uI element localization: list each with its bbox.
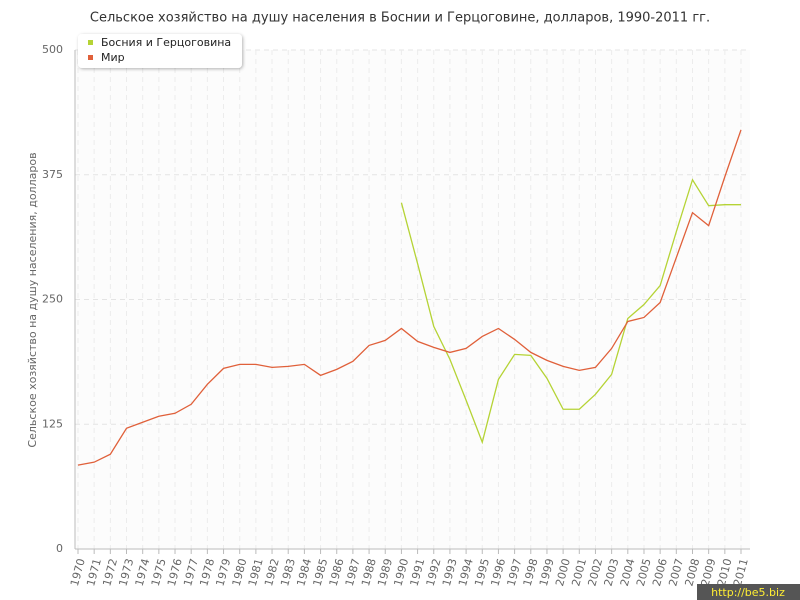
series-line [400, 178, 741, 445]
series-line [77, 129, 742, 466]
lines [77, 129, 742, 466]
y-tick-label: 125 [42, 417, 63, 430]
y-tick-label: 375 [42, 168, 63, 181]
chart-title: Сельское хозяйство на душу населения в Б… [90, 11, 710, 26]
watermark: http://be5.biz [711, 586, 785, 599]
y-axis-label: Сельское хозяйство на душу населения, до… [26, 152, 39, 447]
legend-swatch [88, 55, 93, 60]
watermark-bg [697, 584, 800, 600]
y-tick-label: 500 [42, 43, 63, 56]
legend-box [78, 34, 242, 68]
y-tick-label: 0 [56, 542, 63, 555]
legend-label: Босния и Герцоговина [101, 36, 231, 49]
y-tick-label: 250 [42, 293, 63, 306]
legend-swatch [88, 40, 93, 45]
legend: Босния и Герцоговина Мир [78, 34, 242, 68]
legend-label: Мир [101, 51, 125, 64]
